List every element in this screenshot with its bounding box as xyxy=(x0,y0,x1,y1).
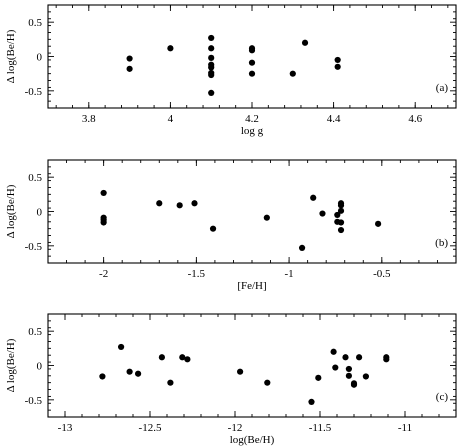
x-tick-label-c: -11 xyxy=(398,422,412,434)
data-point-b xyxy=(100,219,107,226)
x-axis-label-b: [Fe/H] xyxy=(237,280,266,292)
x-tick-label-c: -12.5 xyxy=(139,422,162,434)
data-point-c xyxy=(383,356,390,363)
x-axis-label-c: log(Be/H) xyxy=(230,434,275,446)
data-point-c xyxy=(99,373,106,380)
plot-frame-a xyxy=(47,4,457,109)
y-axis-label-a: Δ log(Be/H) xyxy=(5,29,17,83)
plot-frame-c xyxy=(47,313,457,418)
data-point-a xyxy=(208,34,215,42)
data-point-b xyxy=(337,202,345,209)
y-tick-label-b: -0.5 xyxy=(25,241,43,253)
data-point-c xyxy=(330,348,337,355)
plot-frame-b xyxy=(47,159,457,264)
data-point-b xyxy=(176,202,183,209)
y-tick-label-c: 0 xyxy=(37,361,43,373)
data-point-c xyxy=(332,364,339,371)
data-point-b xyxy=(337,226,345,234)
y-tick-label-c: 0.5 xyxy=(28,326,42,338)
data-point-c xyxy=(167,379,174,386)
data-point-c xyxy=(345,365,352,373)
data-point-a xyxy=(126,65,133,72)
data-point-b xyxy=(375,220,382,227)
data-point-c xyxy=(158,354,165,361)
x-tick-label-c: -11.5 xyxy=(309,422,332,434)
x-tick-label-a: 4.4 xyxy=(327,113,341,125)
x-tick-label-b: -0.5 xyxy=(373,268,391,280)
x-axis-label-a: log g xyxy=(241,125,264,137)
data-point-c xyxy=(356,354,363,361)
data-point-c xyxy=(362,373,369,380)
x-tick-label-b: -1 xyxy=(285,268,294,280)
y-axis-label-b: Δ log(Be/H) xyxy=(5,184,17,238)
data-point-b xyxy=(337,207,345,214)
panel-b: -2 -1.5 -1 -0.5 -0.5 0 0.5 [Fe/H] Δ log(Be/H) (b) xyxy=(5,159,457,292)
x-tick-label-a: 4.6 xyxy=(408,113,422,125)
data-point-c xyxy=(264,379,271,386)
panel-tag-b: (b) xyxy=(435,237,448,249)
x-tick-label-a: 4.2 xyxy=(245,113,259,125)
data-point-c xyxy=(315,374,322,381)
data-point-c xyxy=(184,356,191,363)
y-tick-label-a: 0 xyxy=(37,52,43,64)
data-point-a xyxy=(167,45,174,52)
y-axis-label-c: Δ log(Be/H) xyxy=(5,338,17,392)
panel-tag-c: (c) xyxy=(436,391,449,403)
data-point-c xyxy=(118,343,125,351)
panel-tag-a: (a) xyxy=(436,82,449,94)
x-tick-label-c: -12 xyxy=(228,422,243,434)
data-point-a xyxy=(301,39,309,46)
x-tick-label-a: 4 xyxy=(168,113,174,125)
data-point-b xyxy=(334,211,341,219)
data-point-b xyxy=(310,194,317,201)
data-point-a xyxy=(208,54,215,61)
y-tick-label-b: 0 xyxy=(37,207,43,219)
x-tick-label-b: -1.5 xyxy=(188,268,206,280)
data-point-a xyxy=(126,55,133,62)
data-point-b xyxy=(209,225,217,232)
data-point-b xyxy=(191,200,198,207)
data-point-a xyxy=(208,45,215,52)
data-point-b xyxy=(156,200,163,207)
x-tick-label-c: -13 xyxy=(58,422,73,434)
data-point-c xyxy=(179,354,186,361)
data-point-c xyxy=(126,368,133,375)
panel-c: -13 -12.5 -12 -11.5 -11 -0.5 0 0.5 log(Be/H) Δ lo… xyxy=(5,313,457,446)
data-point-a xyxy=(208,71,215,79)
panel-a: 3.8 4 4.2 4.4 4.6 -0.5 0 0.5 log g Δ log(Be/H) (a) xyxy=(5,4,457,137)
data-point-b xyxy=(100,189,107,197)
y-tick-label-b: 0.5 xyxy=(28,172,42,184)
data-point-a xyxy=(248,70,256,77)
data-point-b xyxy=(319,210,326,217)
y-tick-label-a: 0.5 xyxy=(28,17,42,29)
data-point-c xyxy=(350,381,358,388)
data-point-a xyxy=(248,59,256,66)
data-point-b xyxy=(298,244,306,251)
data-point-b xyxy=(263,214,270,221)
data-point-a xyxy=(208,89,215,96)
data-point-a xyxy=(208,64,215,71)
data-point-c xyxy=(345,372,352,379)
y-tick-label-a: -0.5 xyxy=(25,86,43,98)
data-point-a xyxy=(289,70,296,77)
data-point-c xyxy=(308,398,315,405)
x-tick-label-b: -2 xyxy=(99,268,108,280)
data-point-a xyxy=(334,63,341,70)
data-point-c xyxy=(342,354,349,361)
data-point-b xyxy=(337,219,345,226)
data-point-a xyxy=(334,56,341,64)
data-point-a xyxy=(248,47,256,54)
data-point-c xyxy=(135,370,142,377)
y-tick-label-c: -0.5 xyxy=(25,395,43,407)
data-point-c xyxy=(237,368,244,375)
x-tick-label-a: 3.8 xyxy=(82,113,96,125)
